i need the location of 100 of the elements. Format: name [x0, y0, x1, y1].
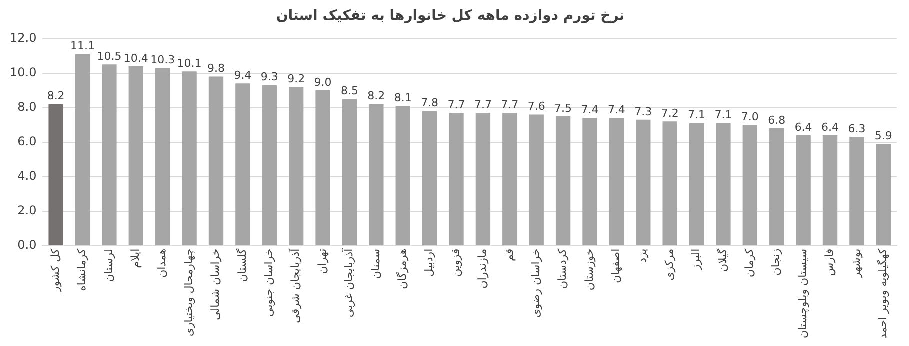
- bar: [396, 106, 410, 246]
- data-label: 11.1: [70, 40, 96, 53]
- x-tick-label: مازندران: [476, 248, 490, 289]
- x-tick-label: آذربایجان غربی: [342, 248, 356, 318]
- x-tick-label: کرمانشاه: [76, 248, 89, 292]
- data-label: 6.4: [822, 120, 840, 134]
- bar: [529, 114, 544, 246]
- bar: [850, 137, 864, 246]
- data-label: 7.1: [688, 108, 706, 122]
- data-label: 7.5: [554, 102, 572, 115]
- x-tick-label: خراسان رضوی: [529, 248, 542, 318]
- bar: [75, 54, 90, 246]
- x-tick-label: قزوین: [449, 248, 462, 277]
- bar: [236, 84, 250, 246]
- x-tick-label: خراسان جنوبی: [262, 248, 276, 317]
- bar: [449, 112, 464, 246]
- data-label: 7.4: [581, 104, 599, 117]
- x-tick-label: خوزستان: [582, 248, 596, 291]
- x-tick-label: چهارمحال وبختیاری: [182, 248, 196, 337]
- data-label: 10.1: [177, 56, 202, 70]
- data-label: 7.0: [741, 110, 759, 124]
- bar: [636, 120, 651, 246]
- data-label: 5.9: [874, 129, 892, 142]
- bar: [770, 128, 784, 246]
- bar: [822, 135, 838, 246]
- data-label: 7.8: [421, 96, 439, 110]
- data-label: 8.2: [47, 90, 65, 103]
- data-label: 6.4: [794, 120, 812, 134]
- bar: [182, 72, 197, 246]
- bar: [796, 135, 811, 246]
- x-tick-label: کهگیلویه وبویر احمد: [876, 248, 890, 339]
- x-tick-label: خراسان شمالی: [209, 248, 222, 320]
- data-label: 7.4: [608, 104, 626, 117]
- bar: [876, 144, 891, 246]
- data-label: 10.5: [97, 50, 122, 64]
- bar: [342, 99, 358, 246]
- y-tick-label: 2.0: [18, 203, 37, 218]
- data-label: 9.2: [288, 72, 306, 86]
- bar: [716, 123, 731, 246]
- x-tick-label: ایلام: [129, 248, 142, 268]
- x-tick-label: همدان: [156, 248, 169, 278]
- x-tick-label: گلستان: [236, 248, 249, 282]
- data-label: 8.1: [394, 91, 412, 104]
- data-label: 7.7: [448, 98, 466, 112]
- data-label: 7.3: [634, 105, 652, 118]
- x-tick-label: یزد: [636, 248, 650, 263]
- x-tick-label: بوشهر: [850, 248, 863, 279]
- bar: [262, 85, 277, 246]
- data-label: 7.7: [474, 98, 492, 112]
- data-label: 7.6: [528, 100, 546, 114]
- x-tick-label: تهران: [316, 248, 329, 274]
- data-label: 8.5: [340, 84, 358, 98]
- bar: [662, 122, 678, 246]
- bar: [128, 66, 144, 246]
- x-tick-label: فارس: [823, 248, 836, 276]
- bar: [369, 104, 384, 246]
- x-tick-label: کردستان: [556, 248, 570, 290]
- data-label: 10.4: [124, 52, 148, 65]
- data-label: 6.3: [848, 122, 866, 136]
- x-tick-label: قم: [502, 248, 516, 262]
- bar: [316, 90, 330, 246]
- bar: [288, 87, 304, 246]
- y-tick-label: 12.0: [10, 30, 37, 45]
- bar: [502, 112, 518, 246]
- data-label: 7.7: [501, 98, 519, 112]
- data-label: 10.3: [150, 53, 176, 66]
- bar: [556, 116, 571, 246]
- x-tick-label: گیلان: [716, 248, 730, 272]
- x-tick-label: سمنان: [369, 248, 382, 280]
- x-tick-label: هرمزگان: [396, 248, 409, 290]
- x-tick-label: مرکزی: [662, 248, 676, 281]
- bar: [48, 104, 64, 246]
- bar: [422, 111, 438, 246]
- bar: [476, 112, 491, 246]
- x-tick-label: اصفهان: [610, 248, 623, 284]
- bar: [582, 118, 598, 246]
- chart-title: نرخ تورم دوازده ماهه کل خانوارها به تفکیک استان: [276, 8, 625, 24]
- data-label: 9.0: [314, 76, 332, 89]
- data-label: 7.1: [714, 108, 732, 122]
- data-label: 6.8: [768, 114, 786, 127]
- y-tick-label: 10.0: [10, 65, 37, 80]
- y-tick-label: 8.0: [18, 100, 37, 114]
- x-tick-label: کل کشور: [48, 248, 62, 293]
- x-tick-label: آذربایجان شرقی: [288, 248, 302, 324]
- bar: [102, 64, 117, 246]
- bar: [742, 125, 758, 246]
- data-label: 7.2: [661, 106, 679, 120]
- x-tick-label: البرز: [690, 248, 703, 271]
- x-tick-label: سیستان وبلوچستان: [796, 248, 810, 338]
- data-label: 9.3: [260, 70, 278, 84]
- y-tick-label: 0.0: [18, 238, 37, 252]
- x-tick-label: اردبیل: [422, 248, 436, 277]
- y-tick-label: 6.0: [18, 134, 37, 148]
- bar: [156, 68, 170, 246]
- bar: [609, 118, 624, 246]
- bar: [208, 76, 224, 246]
- x-tick-label: کرمان: [743, 248, 756, 278]
- data-label: 9.4: [234, 69, 252, 82]
- x-tick-label: لرستان: [102, 248, 116, 282]
- data-label: 9.8: [207, 62, 225, 76]
